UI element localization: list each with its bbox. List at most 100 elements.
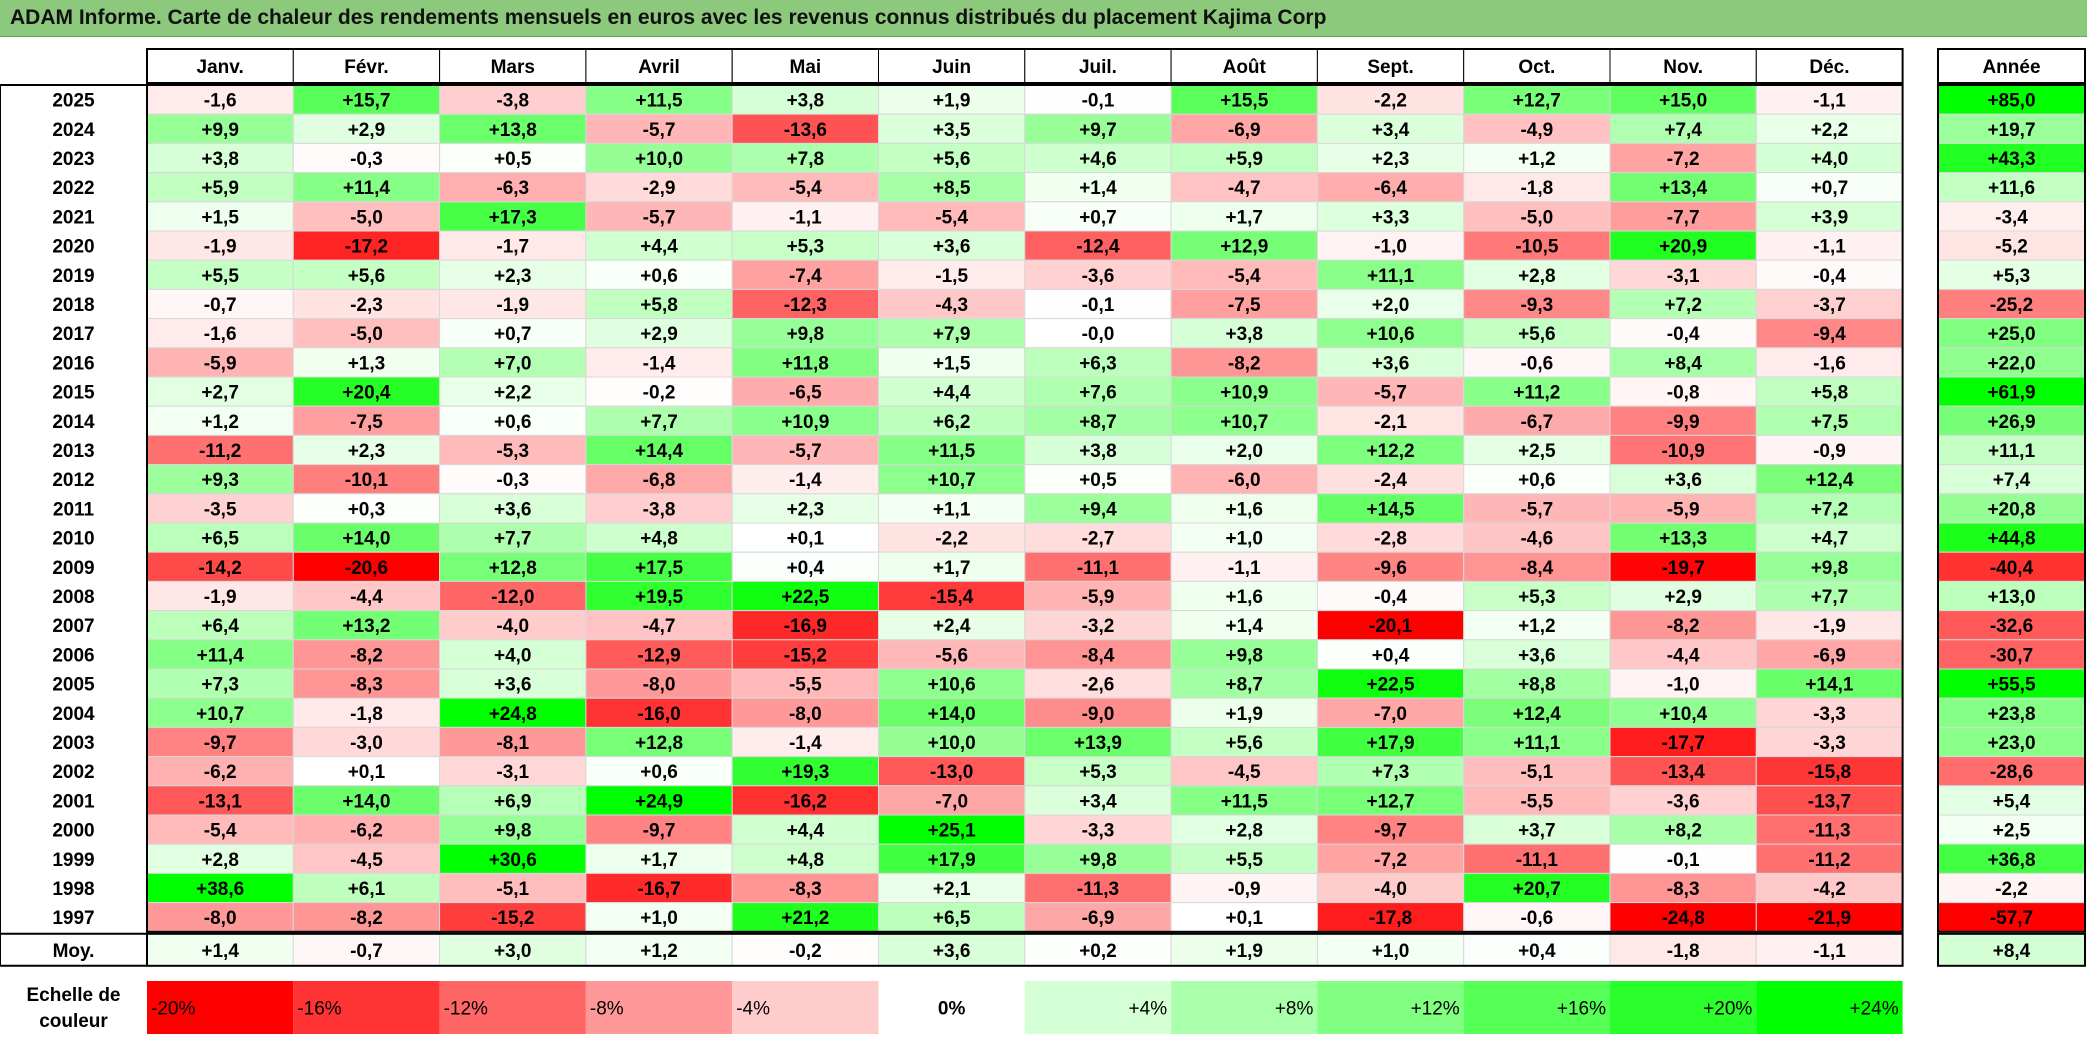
cell-value: +14,4 xyxy=(635,441,684,462)
heatmap-cell xyxy=(585,872,733,904)
cell-value: +14,1 xyxy=(1805,675,1854,696)
year-label: 2005 xyxy=(52,675,95,696)
chart-title: ADAM Informe. Carte de chaleur des rende… xyxy=(10,6,1327,29)
heatmap-cell xyxy=(1024,230,1172,261)
cell-value: -17,2 xyxy=(345,237,388,258)
cell-value: +3,6 xyxy=(1664,470,1702,491)
cell-value: +7,5 xyxy=(1811,412,1849,433)
cell-value: -8,4 xyxy=(1520,558,1553,579)
heatmap-cell xyxy=(1755,84,1904,115)
avg-annual-value: +8,4 xyxy=(1993,941,2031,962)
avg-cell xyxy=(1609,933,1757,967)
heatmap-cell xyxy=(1316,814,1465,845)
cell-value: +2,8 xyxy=(1518,266,1556,287)
cell-value: +1,7 xyxy=(1225,207,1263,228)
cell-value: -5,6 xyxy=(935,645,968,666)
cell-value: +19,3 xyxy=(781,762,829,783)
cell-value: +9,3 xyxy=(201,470,239,491)
cell-value: -12,9 xyxy=(637,645,680,666)
heatmap-cell xyxy=(1316,84,1465,115)
cell-value: +1,6 xyxy=(1225,499,1263,520)
heatmap-cell xyxy=(1024,347,1172,378)
cell-value: +7,4 xyxy=(1664,120,1702,141)
heatmap-cell xyxy=(878,843,1026,874)
cell-value: +9,8 xyxy=(787,324,825,345)
heatmap-cell xyxy=(292,172,441,203)
cell-value: +6,5 xyxy=(933,908,971,929)
heatmap-cell xyxy=(292,843,441,874)
heatmap-cell xyxy=(292,580,441,612)
scale-swatch xyxy=(439,981,586,1034)
cell-value: +9,8 xyxy=(1079,850,1117,871)
cell-value: +10,9 xyxy=(781,412,829,433)
cell-value: +1,1 xyxy=(933,499,971,520)
annual-grid-border xyxy=(1937,84,2086,933)
cell-value: +5,3 xyxy=(787,237,825,258)
heatmap-cell xyxy=(1755,580,1904,612)
heatmap-cell xyxy=(146,610,294,641)
heatmap-cell xyxy=(1463,902,1611,933)
heatmap-cell xyxy=(1755,610,1904,641)
cell-value: +3,3 xyxy=(1372,207,1410,228)
heatmap-cell xyxy=(1755,814,1904,845)
heatmap-cell xyxy=(292,872,441,904)
cell-value: +8,2 xyxy=(1664,821,1702,842)
cell-value: +13,3 xyxy=(1659,529,1707,550)
cell-value: +10,7 xyxy=(928,470,976,491)
cell-value: +30,6 xyxy=(489,850,537,871)
cell-value: -3,2 xyxy=(1082,616,1115,637)
month-header-cell xyxy=(146,48,294,84)
heatmap-cell xyxy=(146,230,294,261)
cell-value: -1,6 xyxy=(204,324,237,345)
cell-value: +3,8 xyxy=(201,149,239,170)
cell-value: +2,4 xyxy=(933,616,971,637)
cell-value: -9,6 xyxy=(1374,558,1407,579)
cell-value: +12,4 xyxy=(1513,704,1562,725)
scale-swatch xyxy=(878,981,1025,1034)
heatmap-cell xyxy=(878,785,1026,816)
cell-value: +1,6 xyxy=(1225,587,1263,608)
cell-value: +11,2 xyxy=(1513,383,1560,404)
cell-value: -6,9 xyxy=(1813,645,1846,666)
heatmap-cell xyxy=(731,814,880,845)
cell-value: -13,4 xyxy=(1661,762,1705,783)
cell-value: +7,6 xyxy=(1079,383,1117,404)
cell-value: +3,6 xyxy=(933,237,971,258)
cell-value: +12,7 xyxy=(1367,791,1415,812)
cell-value: +24,9 xyxy=(635,791,683,812)
cell-value: -0,2 xyxy=(643,383,676,404)
cell-value: -5,5 xyxy=(789,675,822,696)
cell-value: -0,0 xyxy=(1082,324,1115,345)
cell-value: -3,3 xyxy=(1813,704,1846,725)
cell-value: -9,7 xyxy=(204,733,237,754)
cell-value: -8,2 xyxy=(350,645,383,666)
cell-value: +5,8 xyxy=(640,295,678,316)
cell-value: +10,7 xyxy=(1220,412,1268,433)
avg-value: +1,0 xyxy=(1372,941,1410,962)
heatmap-cell xyxy=(146,872,294,904)
annual-value: +23,8 xyxy=(1987,704,2035,725)
scale-value: +12% xyxy=(1411,999,1460,1020)
cell-value: +2,0 xyxy=(1372,295,1410,316)
heatmap-cell xyxy=(146,464,294,495)
heatmap-cell xyxy=(1609,668,1757,699)
cell-value: -12,3 xyxy=(784,295,827,316)
cell-value: +17,5 xyxy=(635,558,684,579)
cell-value: -2,4 xyxy=(1374,470,1407,491)
heatmap-cell xyxy=(146,522,294,553)
heatmap-cell xyxy=(878,142,1026,174)
heatmap-cell xyxy=(146,639,294,670)
heatmap-cell xyxy=(292,142,441,174)
year-label: 2020 xyxy=(52,237,94,258)
annual-cell xyxy=(1937,493,2086,524)
cell-value: -3,6 xyxy=(1667,791,1700,812)
cell-value: +9,9 xyxy=(201,120,239,141)
cell-value: -0,3 xyxy=(350,149,383,170)
heatmap-cell xyxy=(1755,230,1904,261)
heatmap-cell xyxy=(1755,434,1904,466)
cell-value: +0,7 xyxy=(1079,207,1117,228)
cell-value: +4,7 xyxy=(1811,529,1849,550)
cell-value: +5,6 xyxy=(933,149,971,170)
heatmap-cell xyxy=(1463,697,1611,728)
annual-cell xyxy=(1937,172,2086,203)
